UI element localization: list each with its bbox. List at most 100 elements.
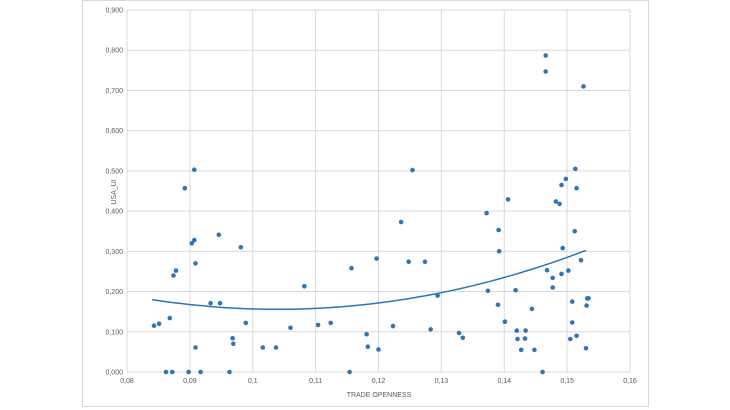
- data-point: [460, 335, 466, 341]
- data-point: [374, 256, 379, 261]
- data-point: [505, 197, 511, 202]
- data-point: [173, 268, 179, 273]
- data-point: [543, 69, 548, 74]
- data-point: [428, 327, 434, 332]
- data-point: [410, 167, 415, 173]
- data-point: [574, 333, 579, 339]
- trendline: [152, 249, 587, 311]
- data-point: [243, 320, 249, 326]
- y-tick-label: 0,500: [105, 168, 123, 175]
- data-point: [217, 300, 223, 306]
- y-tick-label: 0,100: [105, 329, 123, 336]
- x-tick-label: 0,16: [623, 378, 637, 385]
- data-point: [216, 232, 222, 238]
- data-point: [560, 245, 565, 251]
- data-point: [563, 176, 569, 182]
- y-tick-label: 0,700: [105, 88, 123, 95]
- data-point: [550, 285, 555, 290]
- data-point: [502, 319, 508, 325]
- data-point: [456, 330, 462, 336]
- data-point: [573, 166, 578, 172]
- data-point: [192, 237, 197, 243]
- data-point: [376, 347, 381, 352]
- data-point: [328, 320, 334, 326]
- data-point: [515, 336, 520, 342]
- y-axis-ticks: 0,000 0,100 0,200 0,300 0,400 0,500 0,600 0,700…: [105, 8, 123, 377]
- y-tick-label: 0,600: [105, 128, 123, 135]
- data-point: [584, 303, 589, 308]
- y-tick-label: 0,400: [105, 209, 123, 216]
- data-point: [189, 241, 195, 246]
- data-point: [532, 347, 537, 353]
- data-point: [198, 369, 203, 375]
- data-point: [559, 182, 564, 188]
- data-point: [186, 369, 191, 375]
- data-point: [193, 345, 198, 350]
- x-tick-label: 0,11: [309, 378, 322, 385]
- data-point: [167, 315, 173, 321]
- data-point: [566, 268, 571, 273]
- data-point: [347, 369, 352, 375]
- y-tick-label: 0,200: [105, 289, 123, 296]
- data-point: [540, 369, 545, 375]
- data-point: [193, 261, 198, 266]
- data-point: [583, 346, 589, 351]
- data-point: [581, 84, 586, 89]
- data-point: [406, 259, 412, 265]
- data-point: [231, 341, 236, 347]
- x-tick-label: 0,15: [560, 378, 574, 385]
- data-point: [435, 293, 440, 298]
- data-point: [572, 228, 577, 234]
- data-point: [484, 210, 489, 216]
- data-point: [170, 369, 175, 375]
- data-point: [260, 345, 266, 350]
- data-point: [156, 321, 162, 327]
- data-point: [529, 306, 535, 312]
- data-point: [514, 328, 520, 333]
- data-point: [390, 323, 396, 329]
- data-point: [364, 331, 369, 337]
- x-tick-label: 0,14: [497, 378, 511, 385]
- data-point: [550, 275, 555, 281]
- data-point: [553, 199, 559, 204]
- data-point: [513, 288, 518, 293]
- data-point: [496, 227, 501, 233]
- data-point: [523, 328, 528, 333]
- data-point: [238, 245, 244, 250]
- data-point: [208, 300, 213, 306]
- data-point: [496, 249, 502, 254]
- x-axis-title: TRADE OPENNESS: [347, 392, 412, 399]
- data-point: [586, 296, 591, 301]
- data-point: [557, 201, 562, 207]
- data-point: [398, 219, 404, 225]
- data-points: [151, 53, 591, 375]
- data-point: [578, 257, 584, 263]
- data-point: [495, 302, 501, 308]
- gridlines: [126, 9, 631, 373]
- data-point: [302, 284, 307, 289]
- data-point: [522, 336, 528, 341]
- x-tick-label: 0,1: [248, 378, 258, 385]
- data-point: [163, 369, 169, 375]
- data-point: [273, 345, 279, 350]
- data-point: [349, 265, 354, 271]
- data-point: [569, 299, 575, 304]
- y-tick-label: 0,800: [105, 48, 123, 55]
- x-axis-ticks: 0,08 0,09 0,1 0,11 0,12 0,13 0,14 0,15 0,16: [120, 378, 637, 385]
- data-point: [485, 288, 491, 294]
- data-point: [569, 320, 575, 325]
- data-point: [192, 167, 197, 172]
- x-tick-label: 0,12: [372, 378, 386, 385]
- data-point: [518, 347, 524, 353]
- data-point: [227, 369, 232, 375]
- data-point: [315, 322, 321, 328]
- y-tick-label: 0,900: [105, 8, 123, 15]
- data-point: [544, 267, 550, 273]
- chart-area: [82, 0, 649, 407]
- data-point: [182, 185, 188, 191]
- data-point: [288, 325, 293, 331]
- y-tick-label: 0,300: [105, 249, 123, 256]
- data-point: [365, 344, 371, 350]
- data-point: [171, 273, 176, 278]
